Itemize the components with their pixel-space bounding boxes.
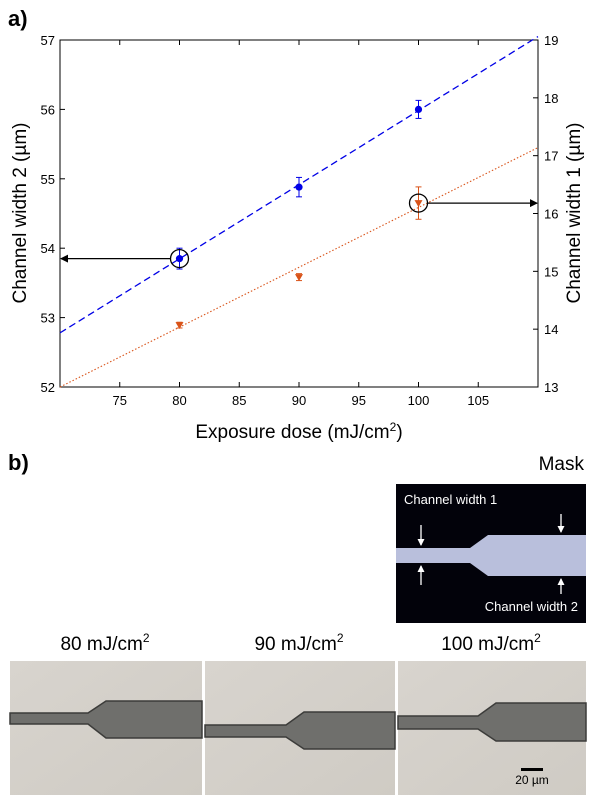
right-y-axis-title: Channel width 1 (µm) — [564, 123, 585, 304]
right-y-tick-label: 19 — [544, 33, 558, 48]
dose-width-chart: 75 80 85 90 95 100 105 52 53 54 55 56 57 13 14 15 16 17… — [10, 33, 585, 443]
right-y-tick-label: 17 — [544, 149, 558, 164]
mask-panel: Mask Channel width 1 Channel width 2 — [396, 454, 586, 623]
data-point-width-2 — [176, 255, 183, 262]
photo-90 — [205, 661, 395, 795]
data-point-width-2 — [295, 184, 302, 191]
scale-bar — [521, 768, 543, 771]
x-tick-label: 100 — [408, 393, 430, 408]
data-point-width-2 — [415, 106, 422, 113]
x-tick-label: 80 — [172, 393, 186, 408]
left-y-tick-label: 56 — [41, 102, 55, 117]
left-y-tick-label: 52 — [41, 380, 55, 395]
right-y-tick-label: 15 — [544, 264, 558, 279]
right-y-tick-label: 16 — [544, 207, 558, 222]
plot-frame — [60, 40, 538, 387]
mask-label-channel-width-2: Channel width 2 — [485, 599, 578, 614]
x-tick-label: 105 — [467, 393, 489, 408]
right-y-tick-label: 18 — [544, 91, 558, 106]
x-axis-title: Exposure dose (mJ/cm2) — [195, 420, 402, 443]
x-tick-label: 90 — [292, 393, 306, 408]
photo-100: 20 µm — [398, 661, 586, 795]
x-tick-label: 75 — [113, 393, 127, 408]
left-y-tick-label: 57 — [41, 33, 55, 48]
mask-title: Mask — [539, 454, 585, 475]
x-tick-label: 85 — [232, 393, 246, 408]
left-y-axis-title: Channel width 2 (µm) — [10, 123, 31, 304]
left-y-tick-label: 55 — [41, 172, 55, 187]
photo-title-80: 80 mJ/cm2 — [60, 631, 149, 655]
panel-a-label: a) — [8, 6, 28, 31]
mask-label-channel-width-1: Channel width 1 — [404, 492, 497, 507]
right-y-tick-label: 14 — [544, 322, 558, 337]
x-tick-label: 95 — [352, 393, 366, 408]
left-y-tick-label: 53 — [41, 311, 55, 326]
left-y-tick-label: 54 — [41, 241, 55, 256]
photo-title-90: 90 mJ/cm2 — [254, 631, 343, 655]
panel-b-label: b) — [8, 450, 29, 475]
scale-bar-label: 20 µm — [515, 773, 549, 787]
right-y-tick-label: 13 — [544, 380, 558, 395]
photo-title-100: 100 mJ/cm2 — [441, 631, 541, 655]
photo-80 — [10, 661, 202, 795]
